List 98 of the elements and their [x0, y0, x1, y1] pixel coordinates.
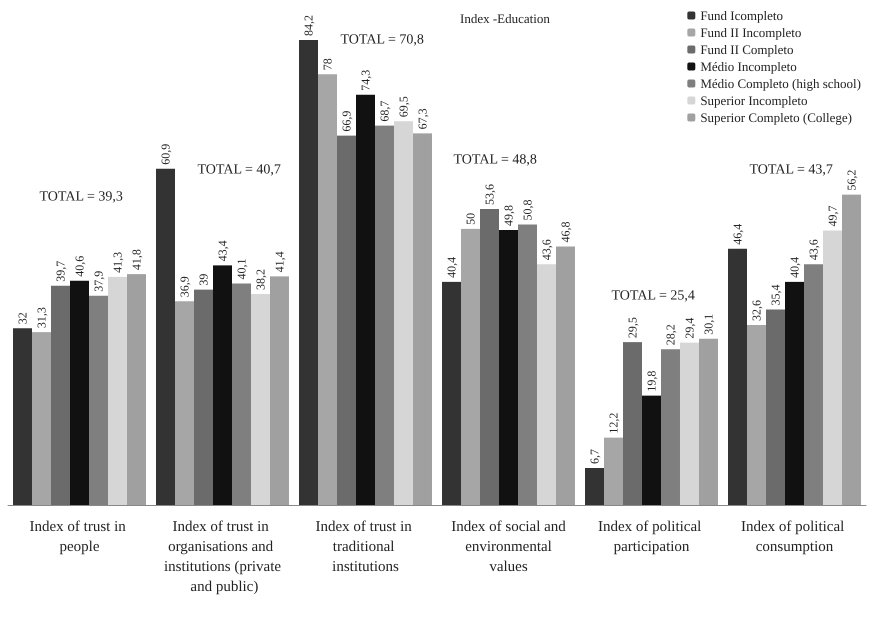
- bar: [680, 342, 699, 505]
- bar: [32, 332, 51, 505]
- data-label: 46,4: [730, 224, 745, 245]
- data-label: 84,2: [302, 15, 316, 36]
- data-label: 43,6: [806, 239, 820, 260]
- bar: [175, 301, 194, 505]
- bar: [270, 276, 289, 505]
- annotation: TOTAL = 48,8: [454, 152, 537, 168]
- bar: [156, 168, 176, 505]
- bar: [13, 328, 32, 505]
- data-label: 43,4: [216, 240, 230, 262]
- data-label: 46,8: [558, 222, 572, 243]
- data-label: 49,8: [502, 204, 516, 226]
- bar: [51, 286, 70, 505]
- bar: [442, 282, 462, 505]
- legend-label: Médio Completo (high school): [700, 76, 862, 91]
- x-tick-label: Index of trust in people: [30, 519, 130, 555]
- bar: [823, 230, 842, 505]
- data-label: 49,7: [825, 206, 840, 227]
- data-label: 40,1: [234, 258, 248, 280]
- data-label: 53,6: [482, 184, 496, 206]
- bar: [213, 265, 232, 505]
- data-label: 78: [320, 58, 335, 70]
- legend-label: Fund II Completo: [700, 42, 794, 57]
- bar: [461, 228, 480, 505]
- data-label: 41,8: [129, 249, 144, 270]
- bar: [747, 324, 766, 505]
- data-label: 6,7: [588, 449, 602, 464]
- data-label: 32,6: [750, 300, 764, 321]
- bar: [499, 230, 518, 505]
- data-label: 50,8: [520, 199, 534, 220]
- data-label: 40,4: [788, 256, 802, 278]
- bar: [728, 248, 748, 505]
- bar: [785, 282, 804, 505]
- legend-label: Superior Completo (College): [700, 110, 852, 125]
- data-label: 40,6: [72, 256, 86, 277]
- x-tick-label: Index of social and environmental values: [451, 519, 566, 575]
- data-label: 19,8: [644, 370, 658, 392]
- data-label: 38,2: [253, 269, 268, 290]
- data-label: 29,4: [682, 318, 696, 339]
- data-label: 68,7: [378, 100, 392, 122]
- data-label: 12,2: [606, 412, 621, 434]
- bar: [318, 74, 337, 505]
- data-label: 30,1: [701, 314, 716, 335]
- x-tick-label: Index of political consumption: [740, 519, 848, 555]
- bar: [604, 438, 623, 505]
- data-label: 50: [464, 212, 478, 225]
- data-label: 39: [196, 274, 210, 286]
- annotation: TOTAL = 70,8: [340, 32, 424, 48]
- data-label: 36,9: [178, 276, 192, 298]
- data-label: 41,4: [272, 251, 286, 272]
- data-label: 28,2: [664, 324, 678, 346]
- x-tick-label: Index of trust in traditional institutions: [316, 519, 416, 575]
- data-label: 41,3: [110, 252, 124, 273]
- data-label: 31,3: [34, 307, 49, 328]
- annotation: TOTAL = 43,7: [750, 162, 833, 178]
- legend-label: Médio Incompleto: [700, 59, 797, 74]
- bar: [337, 136, 356, 505]
- bar: [108, 276, 127, 505]
- bar: [356, 94, 375, 505]
- x-tick-label: Index of political participation: [598, 519, 706, 555]
- data-label: 43,6: [539, 239, 554, 260]
- data-label: 74,3: [358, 70, 372, 91]
- bar: [556, 246, 575, 505]
- bar: [412, 133, 432, 505]
- bar: [766, 310, 785, 505]
- bar: [842, 194, 861, 505]
- data-label: 32: [16, 312, 30, 324]
- bar: [642, 396, 661, 505]
- bar: [251, 294, 270, 505]
- data-label: 37,9: [92, 270, 106, 292]
- bar: [698, 338, 718, 505]
- bar: [623, 342, 642, 505]
- x-tick-label: Index of trust in organisations and institutions (private and public): [164, 519, 282, 595]
- legend-label: Fund II Incompleto: [700, 25, 802, 40]
- bar: [194, 290, 213, 505]
- data-label: 69,5: [396, 96, 410, 118]
- annotation: TOTAL = 25,4: [612, 288, 695, 304]
- data-label: 40,4: [444, 256, 459, 278]
- bar: [299, 40, 318, 505]
- legend-label: Superior Incompleto: [700, 93, 808, 108]
- data-label: 67,3: [415, 108, 430, 130]
- data-label: 39,7: [54, 260, 68, 282]
- bar: [585, 468, 604, 505]
- bar: [70, 280, 89, 505]
- data-label: 29,5: [626, 317, 640, 338]
- bar: [126, 274, 146, 505]
- data-label: 56,2: [844, 170, 858, 191]
- bar: [480, 209, 499, 505]
- legend-label: Fund Icompleto: [700, 8, 784, 23]
- bar: [537, 264, 556, 505]
- annotation: TOTAL = 39,3: [40, 190, 123, 204]
- data-label: 35,4: [768, 284, 782, 306]
- data-label: 66,9: [340, 110, 354, 132]
- annotation: TOTAL = 40,7: [198, 162, 281, 178]
- bar: [394, 121, 413, 505]
- data-label: 60,9: [158, 144, 173, 165]
- annotation: Index -Education: [460, 11, 550, 26]
